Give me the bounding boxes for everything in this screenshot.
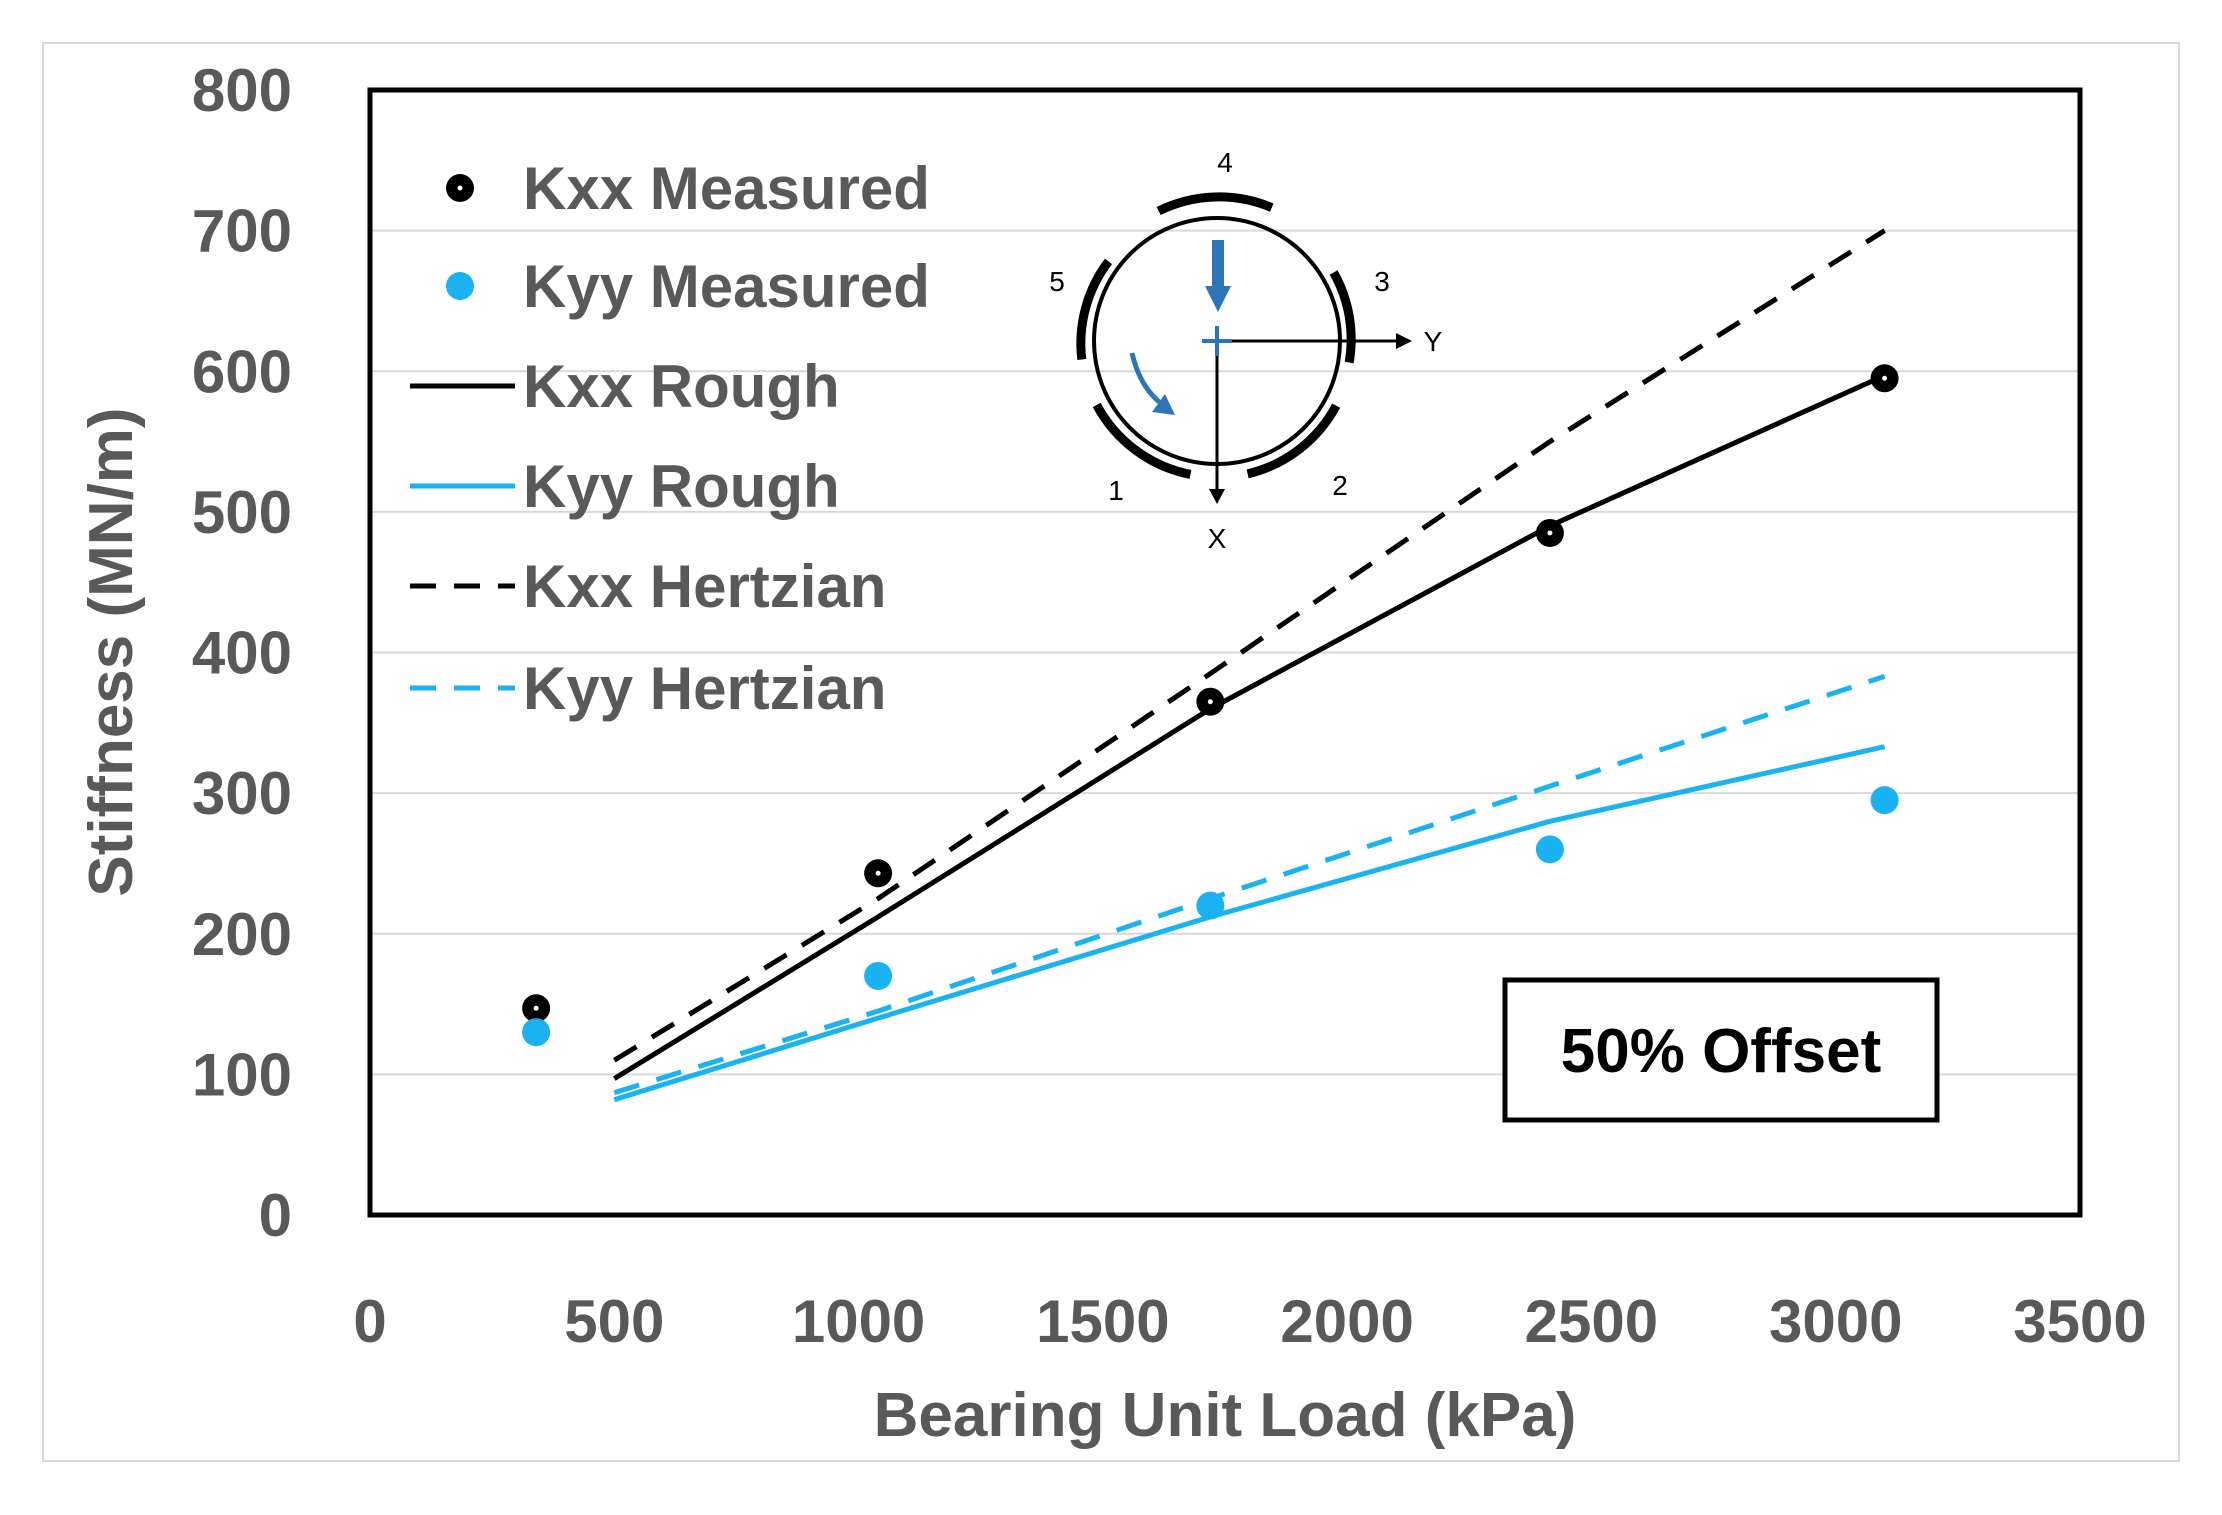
pad-4-arc [1156, 192, 1274, 216]
rotation-arrowhead [1152, 394, 1175, 415]
y-tick-label: 500 [192, 479, 292, 546]
pad-5-arc [1076, 258, 1113, 361]
pad-label-2: 2 [1332, 470, 1348, 501]
x-tick-label: 0 [353, 1288, 386, 1355]
plot-area-border [367, 87, 2083, 1218]
kyy-measured-point [864, 961, 893, 990]
kxx-measured-point-highlight [1882, 375, 1888, 381]
pad-1-arc [1092, 402, 1192, 479]
x-tick-label: 2500 [1525, 1288, 1658, 1355]
pad-label-3: 3 [1374, 266, 1390, 297]
bearing-diagram: 1 2 3 4 5 X Y [1049, 147, 1442, 554]
annotation-box: 50% Offset [1502, 977, 1940, 1123]
pad-label-1: 1 [1108, 475, 1124, 506]
y-tick-label: 200 [192, 901, 292, 968]
load-arrow-shaft [1212, 240, 1224, 290]
y-arrowhead [1396, 333, 1412, 349]
legend-label-kxx-hertzian: Kxx Hertzian [523, 553, 886, 620]
legend-label-kyy-rough: Kyy Rough [523, 453, 840, 520]
x-tick-label: 3000 [1769, 1288, 1902, 1355]
legend-label-kxx-measured: Kxx Measured [523, 155, 930, 222]
x-tick-label: 1500 [1036, 1288, 1169, 1355]
y-tick-label: 800 [192, 57, 292, 124]
series-markers [522, 364, 1899, 1047]
annotation-text: 50% Offset [1561, 1017, 1881, 1086]
legend-label-kxx-rough: Kxx Rough [523, 353, 840, 420]
y-tick-label: 100 [192, 1041, 292, 1108]
rotation-arrow-arc [1129, 352, 1165, 408]
kyy-measured-point [1870, 786, 1899, 815]
x-tick-label: 2000 [1280, 1288, 1413, 1355]
kxx-measured-point-highlight [1207, 699, 1213, 705]
x-tick-labels: 0 500 1000 1500 2000 2500 3000 3500 [353, 1288, 2146, 1355]
pad-label-5: 5 [1049, 266, 1065, 297]
x-axis-title: Bearing Unit Load (kPa) [874, 1381, 1577, 1450]
x-arrowhead [1209, 489, 1225, 504]
load-arrow-head [1205, 286, 1231, 312]
legend: Kxx Measured Kyy Measured Kxx Rough Kyy Rou… [410, 155, 930, 722]
x-tick-label: 3500 [2013, 1288, 2146, 1355]
kxx-measured-point-highlight [533, 1005, 539, 1011]
legend-label-kyy-hertzian: Kyy Hertzian [523, 655, 886, 722]
diagram-x-label: X [1208, 523, 1227, 554]
kyy-measured-point [1535, 835, 1564, 864]
legend-symbol-kyy-measured [446, 272, 474, 300]
kyy-measured-point [1196, 891, 1225, 920]
y-tick-label: 0 [259, 1182, 292, 1249]
kxx-measured-point-highlight [1547, 530, 1553, 536]
diagram-y-label: Y [1424, 326, 1443, 357]
kxx-measured-point-highlight [875, 870, 881, 876]
legend-symbol-highlight [457, 185, 463, 191]
pad-label-4: 4 [1217, 147, 1233, 178]
pad-3-arc [1329, 270, 1356, 364]
pad-2-arc [1246, 403, 1341, 479]
y-axis-title: Stiffness (MN/m) [77, 407, 146, 896]
kyy-measured-point [522, 1018, 551, 1047]
x-tick-label: 500 [564, 1288, 664, 1355]
y-tick-labels: 0 100 200 300 400 500 600 700 800 [192, 57, 292, 1249]
y-tick-label: 600 [192, 338, 292, 405]
y-tick-label: 700 [192, 198, 292, 265]
annotation-border [1502, 977, 1940, 1123]
y-tick-label: 300 [192, 760, 292, 827]
x-tick-label: 1000 [792, 1288, 925, 1355]
y-tick-label: 400 [192, 620, 292, 687]
kxx-hertzian-line [612, 228, 1886, 1063]
legend-label-kyy-measured: Kyy Measured [523, 253, 930, 320]
